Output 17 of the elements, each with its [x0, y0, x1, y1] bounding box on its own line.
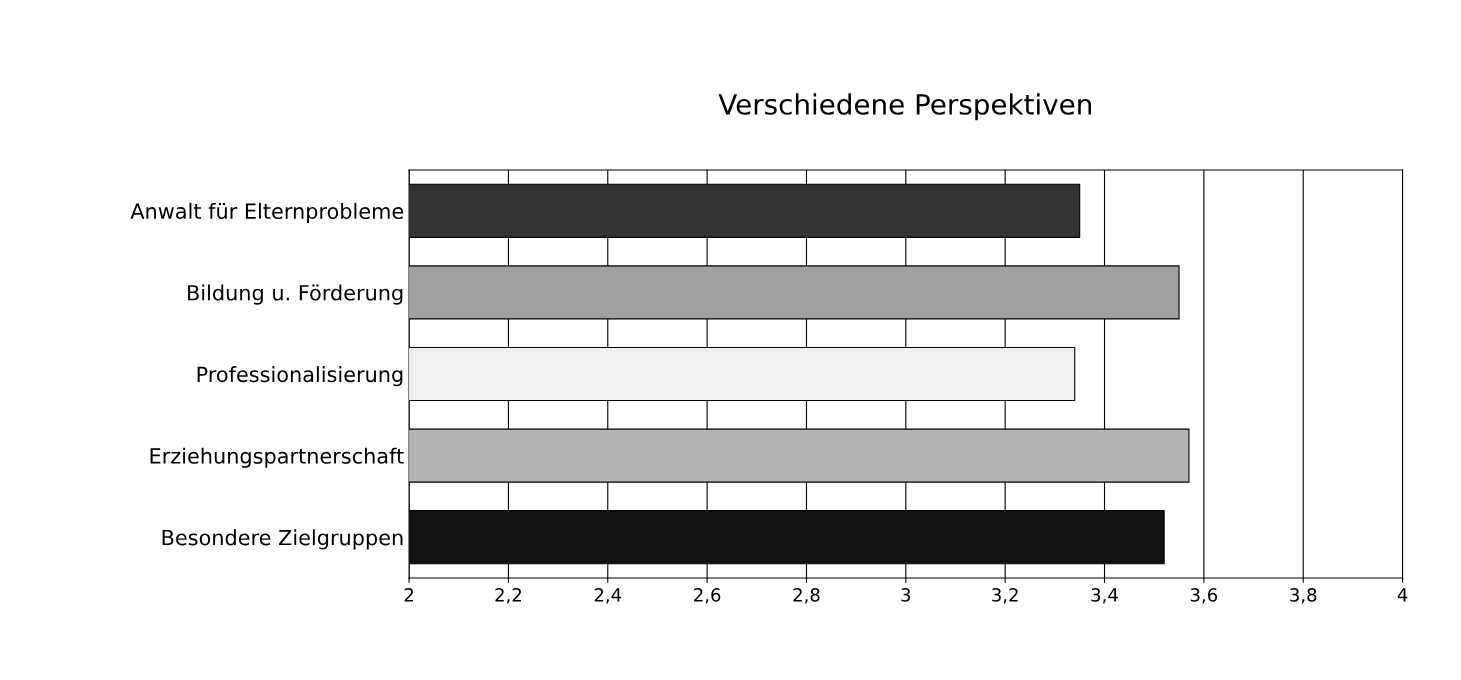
x-tick-label: 2	[404, 588, 414, 602]
y-tick-label: Besondere Zielgruppen	[162, 529, 403, 550]
x-tick-label: 3,2	[992, 588, 1018, 604]
x-tick-label: 2,2	[495, 588, 521, 604]
y-tick-label: Professionalisierung	[197, 366, 403, 387]
x-tick-label: 4	[1397, 588, 1408, 602]
x-tick-label: 3,4	[1091, 588, 1118, 604]
x-tick-label: 3	[901, 588, 911, 602]
y-tick-label: Anwalt für Elternprobleme	[130, 202, 404, 224]
y-tick-label: Erziehungspartnerschaft	[150, 447, 404, 468]
x-tick-label: 3,6	[1190, 588, 1218, 604]
x-tick-label: 3,8	[1290, 588, 1317, 604]
x-tick-label: 2,8	[793, 588, 820, 604]
x-tick-label: 2,4	[594, 588, 622, 604]
x-tick-label: 2,6	[694, 588, 721, 604]
y-tick-label: Bildung u. Förderung	[188, 284, 403, 305]
chart-title: Verschiedene Perspektiven	[718, 93, 1091, 121]
